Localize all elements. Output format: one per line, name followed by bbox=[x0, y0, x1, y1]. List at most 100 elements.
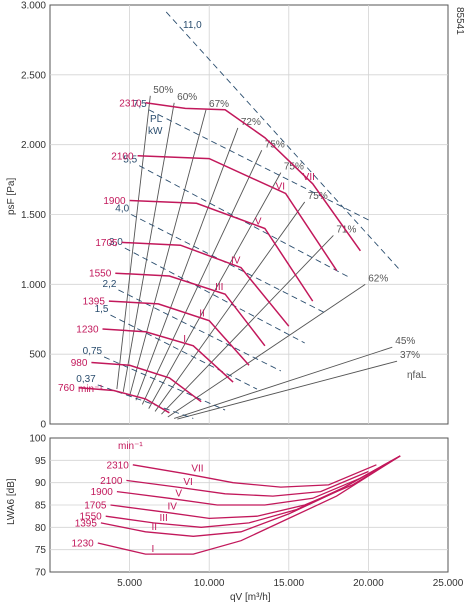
curve-roman-label: VII bbox=[303, 172, 315, 183]
y-tick-label: 1.500 bbox=[21, 210, 46, 221]
sound-roman-label: II bbox=[152, 522, 158, 533]
power-line-7-5 bbox=[148, 109, 372, 222]
figure-id: 85541 bbox=[454, 7, 465, 35]
sound-speed-label: 1900 bbox=[91, 487, 114, 498]
sound-speed-label: 2310 bbox=[107, 460, 130, 471]
speed-curve-1900 bbox=[129, 199, 314, 302]
speed-label: 1395 bbox=[83, 297, 106, 308]
pressure-tick-labels: 0 500 1.000 1.500 2.000 2.500 3.000 bbox=[21, 1, 46, 431]
sound-roman-label: IV bbox=[167, 502, 177, 513]
speed-unit-label: min⁻¹ bbox=[78, 384, 103, 395]
power-label: 0,37 bbox=[76, 374, 96, 385]
x-axis-label-flow: qV [m³/h] bbox=[230, 592, 271, 603]
efficiency-line bbox=[161, 235, 334, 415]
speed-curve-2100 bbox=[137, 155, 338, 271]
y-tick-label: 1.000 bbox=[21, 280, 46, 291]
curve-roman-label: I bbox=[183, 334, 186, 345]
speed-label: 1550 bbox=[89, 269, 112, 280]
power-line-1-5 bbox=[110, 314, 258, 390]
power-label: 2,2 bbox=[103, 279, 117, 290]
speed-curve-2310 bbox=[145, 102, 362, 252]
y-tick-label: 2.500 bbox=[21, 70, 46, 81]
efficiency-label: 75% bbox=[265, 139, 285, 150]
sound-roman-label: VII bbox=[191, 464, 203, 475]
y-tick-label-sound: 85 bbox=[35, 501, 47, 512]
sound-roman-label: V bbox=[175, 488, 182, 499]
speed-label: 1230 bbox=[76, 325, 99, 336]
sound-speed-label: 2100 bbox=[100, 476, 123, 487]
efficiency-line bbox=[174, 346, 393, 419]
power-line-3-0 bbox=[124, 247, 305, 344]
power-label: 7,5 bbox=[133, 99, 147, 110]
power-header-pl: PL bbox=[150, 114, 163, 125]
speed-label: 1900 bbox=[103, 196, 126, 207]
sound-curve-1550 bbox=[105, 455, 401, 528]
efficiency-line bbox=[122, 102, 175, 392]
power-line-label-11-0: 11,0 bbox=[183, 20, 202, 31]
efficiency-label: 60% bbox=[177, 92, 197, 103]
curve-roman-label: IV bbox=[231, 256, 241, 267]
sound-speed-label: 1550 bbox=[79, 512, 102, 523]
sound-roman-label: I bbox=[152, 544, 155, 555]
y-tick-label-sound: 95 bbox=[35, 456, 47, 467]
power-line-0-37 bbox=[97, 384, 194, 419]
sound-roman-label: III bbox=[159, 513, 167, 524]
x-tick-label: 25.000 bbox=[433, 578, 464, 589]
y-tick-label-sound: 80 bbox=[35, 523, 47, 534]
efficiency-label: 50% bbox=[153, 85, 173, 96]
efficiency-label: 37% bbox=[400, 350, 420, 361]
speed-label: 2100 bbox=[111, 151, 134, 162]
speed-curve-1550 bbox=[115, 272, 266, 347]
power-line-4-0 bbox=[130, 214, 325, 313]
eta-label: ηfaL bbox=[407, 370, 427, 381]
sound-speed-label: 1705 bbox=[84, 501, 107, 512]
efficiency-line bbox=[177, 360, 398, 420]
speed-curve-1705 bbox=[121, 241, 290, 327]
sound-curve-2100 bbox=[126, 470, 369, 497]
sound-curve-1230 bbox=[97, 455, 401, 555]
efficiency-line bbox=[141, 150, 263, 405]
curve-roman-label: V bbox=[255, 216, 262, 227]
sound-roman-label: VI bbox=[183, 477, 192, 488]
sound-speed-label: 1395 bbox=[75, 518, 98, 529]
efficiency-label: 62% bbox=[368, 273, 388, 284]
power-line-11-0 bbox=[165, 11, 401, 271]
y-axis-label-pressure: psF [Pa] bbox=[6, 178, 17, 215]
sound-tick-labels: 5.000 10.000 15.000 20.000 25.000 70 75 80 85 90 9… bbox=[29, 434, 463, 590]
speed-label: 760 bbox=[58, 383, 75, 394]
power-header-kw: kW bbox=[148, 126, 163, 137]
power-label: 5,5 bbox=[123, 155, 137, 166]
y-tick-label: 0 bbox=[40, 420, 46, 431]
power-label: 0,75 bbox=[83, 346, 103, 357]
efficiency-line bbox=[135, 127, 239, 401]
speed-curve-980 bbox=[91, 361, 202, 403]
speed-curve-760 bbox=[78, 386, 170, 414]
y-tick-label-sound: 75 bbox=[35, 545, 47, 556]
power-label: 1,5 bbox=[95, 304, 109, 315]
y-axis-label-sound: LWA6 [dB] bbox=[6, 478, 17, 525]
power-line-0-75 bbox=[103, 356, 226, 411]
speed-label: 2310 bbox=[119, 98, 142, 109]
curve-roman-label: II bbox=[199, 309, 205, 320]
speed-label: 1705 bbox=[95, 238, 118, 249]
power-lines: 0,37 0,75 1,5 2,2 3,0 4,0 5,5 7,5 bbox=[76, 11, 401, 419]
speed-curve-1395 bbox=[108, 300, 250, 366]
y-tick-label: 3.000 bbox=[21, 1, 46, 12]
sound-speed-unit-label: min⁻¹ bbox=[118, 441, 143, 452]
curve-roman-label: VI bbox=[276, 182, 285, 193]
power-label: 3,0 bbox=[109, 237, 123, 248]
efficiency-label: 67% bbox=[209, 99, 229, 110]
efficiency-label: 75% bbox=[308, 191, 328, 202]
x-tick-label: 20.000 bbox=[353, 578, 384, 589]
speed-curve-1230 bbox=[102, 328, 234, 383]
sound-curve-2310 bbox=[132, 464, 377, 488]
y-tick-label-sound: 100 bbox=[29, 434, 46, 445]
x-tick-label: 10.000 bbox=[194, 578, 225, 589]
x-tick-label: 15.000 bbox=[274, 578, 305, 589]
x-tick-label: 5.000 bbox=[117, 578, 142, 589]
y-tick-label-sound: 70 bbox=[35, 568, 47, 579]
speed-curves: 760 980 1230 I 1395 II 1550 III 1705 IV 1900 V 2100 V… bbox=[58, 98, 362, 414]
efficiency-line bbox=[154, 201, 306, 412]
efficiency-label: 72% bbox=[241, 117, 261, 128]
